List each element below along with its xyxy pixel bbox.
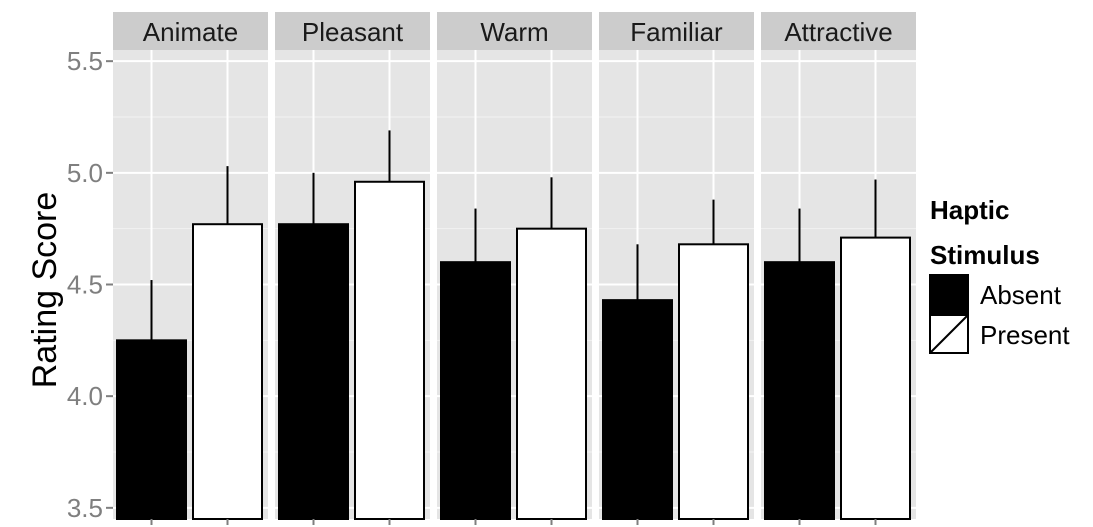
legend: Haptic Stimulus Absent Present [929, 195, 1070, 354]
legend-title-line2: Stimulus [930, 240, 1040, 270]
bar-present [516, 227, 587, 521]
y-tick-label: 3.5 [67, 493, 103, 523]
bar-present [840, 236, 911, 520]
panel-attractive: Attractive [761, 12, 916, 525]
bar-absent [440, 261, 511, 520]
panel-warm: Warm [437, 12, 592, 525]
facet-label: Warm [480, 17, 548, 47]
legend-key-slash [930, 315, 968, 353]
bar-present [192, 223, 263, 520]
bar-present [678, 243, 749, 521]
facet-strip [437, 12, 592, 50]
bar-absent [602, 299, 673, 520]
bar-present [354, 180, 425, 520]
y-tick-label: 4.5 [67, 270, 103, 300]
legend-key [929, 274, 969, 314]
panel-animate: Animate [113, 12, 268, 525]
legend-label: Present [980, 320, 1070, 350]
bar-absent [116, 339, 187, 521]
y-tick-label: 4.0 [67, 381, 103, 411]
y-axis-title: Rating Score [26, 192, 64, 389]
bar-absent [764, 261, 835, 520]
facet-strip [761, 12, 916, 50]
panel-pleasant: Pleasant [275, 12, 430, 525]
bar-absent [278, 223, 349, 520]
y-tick-label: 5.5 [67, 46, 103, 76]
legend-item-present: Present [929, 314, 1070, 354]
legend-label: Absent [980, 280, 1062, 310]
legend-item-absent: Absent [929, 274, 1062, 314]
facet-strip [599, 12, 754, 50]
facet-label: Animate [143, 17, 238, 47]
legend-title-line1: Haptic [930, 195, 1009, 225]
panel-familiar: Familiar [599, 12, 754, 525]
facet-label: Pleasant [302, 17, 404, 47]
facet-label: Attractive [784, 17, 892, 47]
facet-strip [113, 12, 268, 50]
facet-label: Familiar [630, 17, 723, 47]
chart-panels: Animate Pleasant Warm Familiar Attractive [113, 12, 916, 525]
y-axis: 3.5 4.0 4.5 5.0 5.5 [67, 46, 113, 523]
facet-strip [275, 12, 430, 50]
y-tick-label: 5.0 [67, 158, 103, 188]
